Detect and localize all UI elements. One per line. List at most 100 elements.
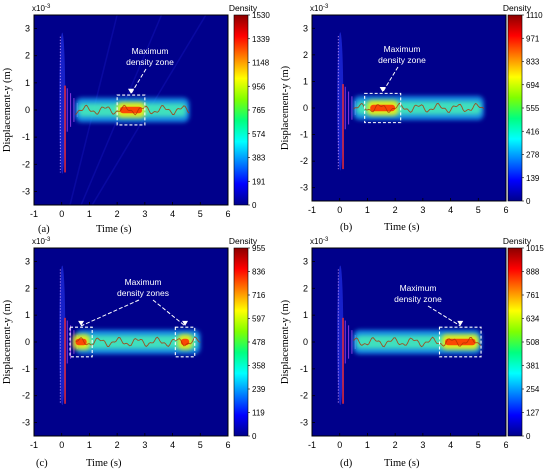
- colorbar: [233, 14, 249, 206]
- colorbar-tick-label: 634: [526, 315, 540, 324]
- x-tick-label: 0: [337, 440, 342, 450]
- x-tick-label: 1: [365, 440, 370, 450]
- annotation-line: Maximum: [132, 46, 169, 56]
- y-tick-label: 1: [25, 78, 30, 88]
- colorbar-tick-label: 508: [526, 338, 540, 347]
- annotation-line: density zone: [394, 294, 442, 304]
- x-tick-label: 5: [476, 205, 481, 215]
- x-tick-label: 6: [503, 205, 508, 215]
- density-layer: [59, 265, 201, 406]
- max-density-box: [364, 92, 402, 124]
- colorbar-tick-label: 955: [252, 244, 266, 253]
- y-tick-label: 3: [25, 256, 30, 266]
- density-layer: [337, 32, 485, 171]
- colorbar-tick-label: 358: [252, 362, 266, 371]
- x-tick-label: 5: [198, 440, 203, 450]
- y-tick-label: 0: [25, 105, 30, 115]
- x-tick-label: 4: [448, 205, 453, 215]
- y-exponent-label: x10: [32, 4, 45, 13]
- x-tick-label: 2: [115, 209, 120, 219]
- x-tick-label: 5: [476, 440, 481, 450]
- x-tick-label: -1: [30, 440, 38, 450]
- x-tick-label: 0: [59, 440, 64, 450]
- y-tick-label: 3: [303, 23, 308, 33]
- y-exponent-power: -3: [323, 237, 329, 243]
- colorbar-title: Density: [229, 236, 258, 246]
- x-tick-label: 6: [503, 440, 508, 450]
- y-tick-label: 3: [25, 24, 30, 34]
- y-exponent-power: -3: [45, 237, 51, 243]
- annotation-label: Maximum density zone: [394, 283, 442, 304]
- x-tick-label: 2: [115, 440, 120, 450]
- y-tick-label: -2: [22, 391, 30, 401]
- x-tick-label: 6: [225, 209, 230, 219]
- x-tick-label: -1: [308, 440, 316, 450]
- y-tick-label: -3: [300, 183, 308, 193]
- y-tick-label: -2: [300, 391, 308, 401]
- annotation-label: Maximum density zone: [126, 46, 174, 67]
- colorbar-tick-label: 971: [526, 34, 540, 43]
- colorbar-tick-label: 694: [526, 81, 540, 90]
- colorbar: [507, 14, 523, 202]
- colorbar-tick-label: 416: [526, 127, 540, 136]
- y-tick-label: -3: [22, 418, 30, 428]
- colorbar-title: Density: [503, 3, 532, 13]
- x-tick-label: 3: [142, 209, 147, 219]
- colorbar: [233, 247, 249, 437]
- colorbar-tick-label: 1015: [526, 244, 544, 253]
- x-tick-label: 5: [198, 209, 203, 219]
- y-tick-label: -3: [300, 418, 308, 428]
- colorbar-tick-label: 1148: [252, 59, 270, 68]
- colorbar: [507, 247, 523, 437]
- colorbar-tick-label: 597: [252, 315, 266, 324]
- transient-glow: [59, 32, 66, 174]
- colorbar-tick-label: 381: [526, 362, 540, 371]
- mean-trajectory: [75, 336, 201, 348]
- y-tick-label: 2: [25, 283, 30, 293]
- density-band-inner: [78, 335, 198, 349]
- y-tick-label: -1: [300, 130, 308, 140]
- colorbar-tick-label: 383: [252, 154, 266, 163]
- max-density-box: [438, 326, 482, 358]
- colorbar-tick-label: 1339: [252, 35, 270, 44]
- colorbar-title: Density: [503, 236, 532, 246]
- y-tick-label: -1: [22, 132, 30, 142]
- y-tick-label: -2: [300, 156, 308, 166]
- x-tick-label: 4: [448, 440, 453, 450]
- y-tick-label: -3: [22, 186, 30, 196]
- y-axis-label: Displacement-y (m): [280, 65, 291, 150]
- x-tick-label: 0: [337, 205, 342, 215]
- max-density-box: [69, 326, 93, 358]
- mean-trajectory: [353, 336, 482, 348]
- y-tick-label: 1: [303, 76, 308, 86]
- y-exponent-power: -3: [45, 4, 51, 10]
- panel-a: Maximum density zone-1 0 1 2 3 4 5 63210-1-2-3x1…: [2, 3, 270, 235]
- panel-caption: (b): [340, 222, 353, 233]
- annotation-arrowhead: [78, 320, 85, 326]
- annotation-arrowhead: [182, 320, 189, 326]
- y-tick-label: 0: [303, 103, 308, 113]
- annotation-line: density zone: [126, 57, 174, 67]
- density-peak-core: [445, 338, 476, 346]
- x-tick-label: 3: [142, 440, 147, 450]
- annotation-arrowhead: [457, 320, 464, 326]
- colorbar-tick-label: 0: [526, 197, 531, 206]
- annotation-label: Maximum density zones: [117, 277, 169, 298]
- colorbar-tick-label: 127: [526, 409, 540, 418]
- panel-d: Maximum density zone-1 0 1 2 3 4 5 63210-1-2-3x1…: [280, 236, 544, 469]
- y-axis-label: Displacement-y (m): [2, 67, 13, 152]
- density-layer: [337, 265, 482, 406]
- colorbar-tick-label: 278: [526, 151, 540, 160]
- x-tick-label: 2: [393, 205, 398, 215]
- mean-trajectory: [353, 102, 485, 114]
- annotation-arrow: [80, 299, 140, 327]
- y-exponent-label: x10: [310, 4, 323, 13]
- y-tick-label: 1: [25, 310, 30, 320]
- y-axis-label: Displacement-y (m): [280, 299, 291, 384]
- x-tick-label: 6: [225, 440, 230, 450]
- colorbar-tick-label: 765: [252, 106, 266, 115]
- annotation-line: density zone: [378, 55, 426, 65]
- y-tick-label: 2: [25, 51, 30, 61]
- x-tick-label: -1: [30, 209, 38, 219]
